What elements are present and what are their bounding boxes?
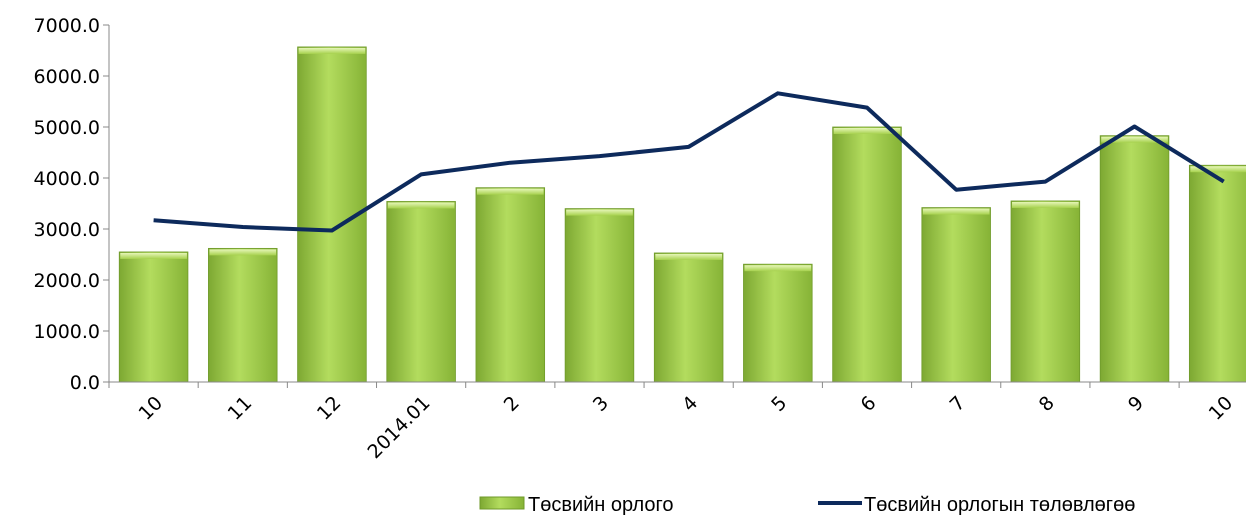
bar-highlight [209,249,277,256]
x-tick-label: 4 [678,392,702,416]
y-tick-label: 7000.0 [34,15,100,37]
bar-highlight [744,265,812,272]
bar [475,187,546,383]
bar [653,252,724,383]
bar-highlight [476,188,544,195]
y-tick-label: 5000.0 [34,117,100,139]
x-tick-label: 11 [224,392,257,425]
bar-highlight [1190,166,1246,173]
bar-highlight [120,252,187,259]
y-tick-label: 4000.0 [34,168,100,190]
y-tick-label: 1000.0 [34,321,100,343]
x-tick-label: 7 [946,392,970,416]
x-tick-label: 12 [313,392,346,425]
y-tick-label: 6000.0 [34,66,100,88]
x-axis: 10 11 12 2014.01 2 3 4 5 6 7 8 9 10 [108,381,1246,463]
bar-highlight [655,253,722,260]
bar-highlight [566,209,633,216]
x-tick-label: 9 [1124,392,1148,416]
x-tick-label: 6 [856,392,880,416]
bar [564,208,635,383]
bar-highlight [922,208,990,215]
bar [208,247,278,383]
bar [1188,164,1246,383]
line-series [153,91,1225,233]
bar [118,251,189,383]
legend-swatch-bars [479,496,525,510]
bar [743,263,813,383]
bar-highlight [1012,201,1079,208]
bar-highlight [833,128,901,134]
bar [1099,135,1170,383]
y-tick-label: 0.0 [70,372,100,394]
x-tick-label: 2014.01 [364,392,435,463]
bar [832,126,902,383]
bar [1010,200,1081,383]
legend-label-line: Төсвийн орлогын төлөвлөгөө [864,494,1135,516]
y-tick-label: 3000.0 [34,219,100,241]
y-axis: 0.0 1000.0 2000.0 3000.0 4000.0 5000.0 6000.0 7… [34,15,110,394]
x-tick-label: 10 [1205,392,1238,425]
legend-item-line: Төсвийн орлогын төлөвлөгөө [818,494,1135,516]
x-tick-label: 5 [767,392,791,416]
plan-line [153,91,1225,233]
legend-item-bars: Төсвийн орлого [479,494,673,516]
bar-highlight [1101,136,1168,143]
bar-highlight [298,47,366,54]
x-tick-label: 10 [134,392,167,425]
bar [921,207,991,383]
legend: Төсвийн орлого Төсвийн орлогын төлөвлөгө… [479,494,1135,516]
legend-label-bars: Төсвийн орлого [528,494,673,516]
bar-highlight [387,202,455,209]
bar [386,201,456,383]
x-tick-label: 8 [1035,392,1059,416]
x-tick-label: 3 [589,392,613,416]
bar-series [118,46,1246,383]
x-tick-label: 2 [500,392,524,416]
y-tick-label: 2000.0 [34,270,100,292]
